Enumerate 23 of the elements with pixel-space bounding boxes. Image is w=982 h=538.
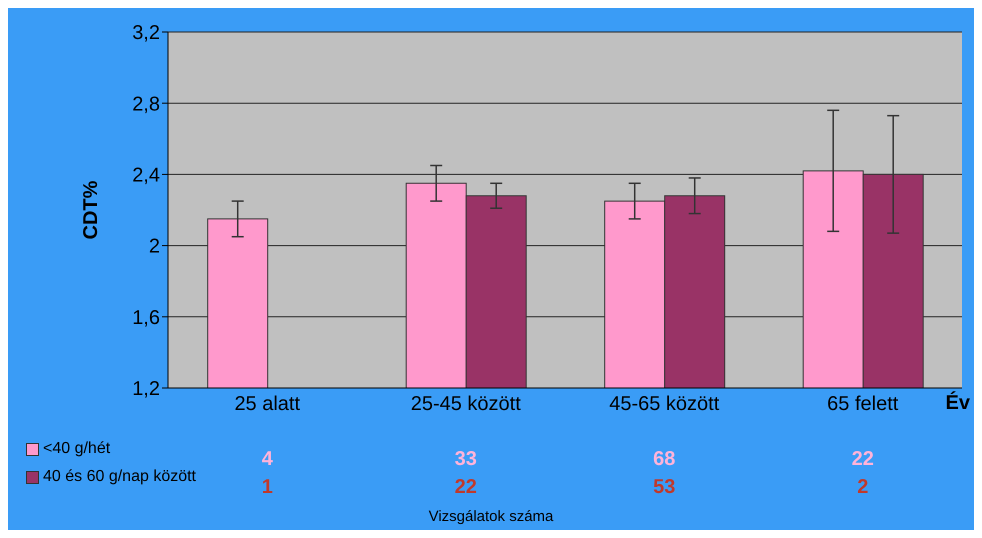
text: 33 [454, 448, 478, 471]
text: 2 [856, 476, 870, 499]
text: 4 [260, 448, 274, 471]
y-tick-label: 1,2 [132, 378, 160, 400]
x-tick-label: 45-65 között [609, 393, 720, 416]
text: 22 [454, 476, 478, 499]
x-tick-label: 25 alatt [234, 393, 300, 416]
x-tick-label: 25-45 között [410, 393, 522, 416]
y-axis-title: CDT% [80, 180, 102, 240]
y-tick-label: 2,8 [132, 93, 160, 116]
text: Vizsgálatok száma [428, 508, 554, 525]
text: 53 [652, 476, 676, 499]
y-tick-label: 2 [148, 236, 160, 258]
legend-label: 40 és 60 g/nap között [43, 468, 196, 486]
text: 68 [652, 448, 676, 471]
x-axis-title: Év [946, 392, 970, 415]
text: 1 [260, 476, 274, 499]
x-tick-label: 65 felett [827, 393, 899, 416]
legend-label: <40 g/hét [43, 440, 110, 458]
y-tick-label: 1,6 [132, 306, 160, 329]
y-tick-label: 3,2 [132, 22, 160, 44]
y-tick-label: 2,4 [132, 164, 160, 186]
text: 22 [850, 448, 875, 471]
